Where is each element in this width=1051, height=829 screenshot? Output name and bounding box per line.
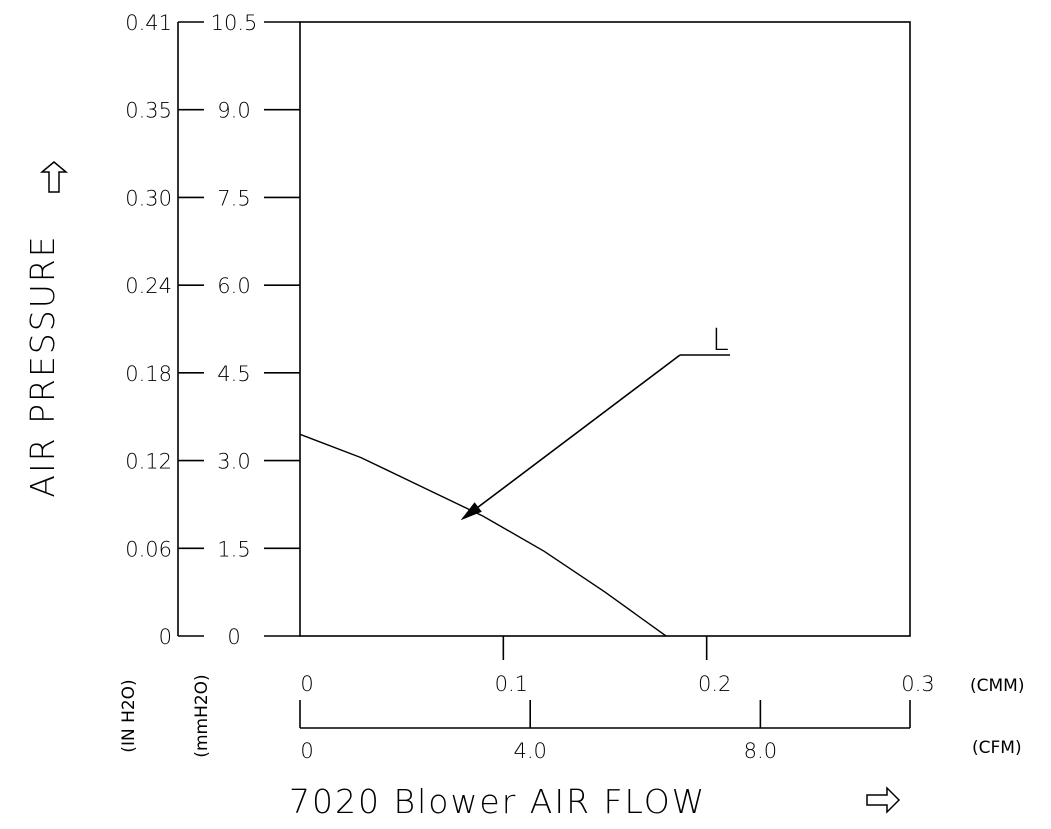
series-label: L: [712, 323, 731, 358]
series-curve: [299, 433, 667, 637]
x-axis-title: 7020 Blower AIR FLOW: [289, 782, 706, 821]
y-tick-label-mmh2o: 4.5: [217, 362, 250, 386]
y-axes: 0 0 1.5 0.06 3.0 0.12 4.5 0.18 6.0 0.24 7.5 0.30 9.0…: [119, 11, 300, 758]
y-tick-label-inh2o: 0.30: [125, 186, 172, 210]
plot-border: [299, 21, 911, 637]
series-layer: L: [299, 323, 731, 637]
x-tick-label-cfm: 8.0: [744, 739, 777, 763]
y-tick-label-inh2o: 0: [159, 625, 172, 649]
right-arrow-icon: [866, 786, 901, 814]
y-tick-label-mmh2o: 0: [227, 625, 240, 649]
x-tick-label-cmm: 0.2: [698, 672, 731, 696]
y-unit-mmh2o: (mmH2O): [192, 674, 212, 757]
x-unit-cfm: (CFM): [972, 738, 1022, 758]
y-tick-label-mmh2o: 6.0: [217, 274, 250, 298]
y-unit-inh2o: (IN H2O): [119, 679, 139, 752]
y-tick-label-inh2o: 0.12: [125, 450, 172, 474]
y-tick-label-mmh2o: 7.5: [217, 186, 250, 210]
callout-leader: [472, 354, 681, 512]
y-tick-label-mmh2o: 3.0: [217, 450, 250, 474]
callout-arrowhead: [460, 502, 482, 521]
y-axis-title: AIR PRESSURE: [23, 234, 62, 497]
x-unit-cmm: (CMM): [970, 676, 1024, 696]
up-arrow-icon: [39, 161, 69, 193]
y-tick-label-inh2o: 0.35: [125, 99, 172, 123]
plot-frame: [299, 21, 911, 637]
y-tick-label-inh2o: 0.06: [125, 537, 172, 561]
x-tick-label-cfm: 0: [300, 739, 313, 763]
y-tick-label-inh2o: 0.24: [125, 274, 172, 298]
x-axes: 0 0.1 0.2 0.3 (CMM) 0 4.0 8.0 (CFM): [299, 636, 1024, 763]
y-tick-label-inh2o: 0.18: [125, 362, 172, 386]
x-tick-label-cmm: 0.1: [495, 672, 528, 696]
y-tick-label-mmh2o: 9.0: [217, 99, 250, 123]
x-tick-label-cfm: 4.0: [513, 739, 546, 763]
x-tick-label-cmm: 0.3: [901, 672, 934, 696]
y-tick-label-mmh2o: 10.5: [211, 11, 258, 35]
y-tick-label-mmh2o: 1.5: [217, 537, 250, 561]
y-tick-label-inh2o: 0.41: [125, 11, 172, 35]
x-tick-label-cmm: 0: [300, 672, 313, 696]
